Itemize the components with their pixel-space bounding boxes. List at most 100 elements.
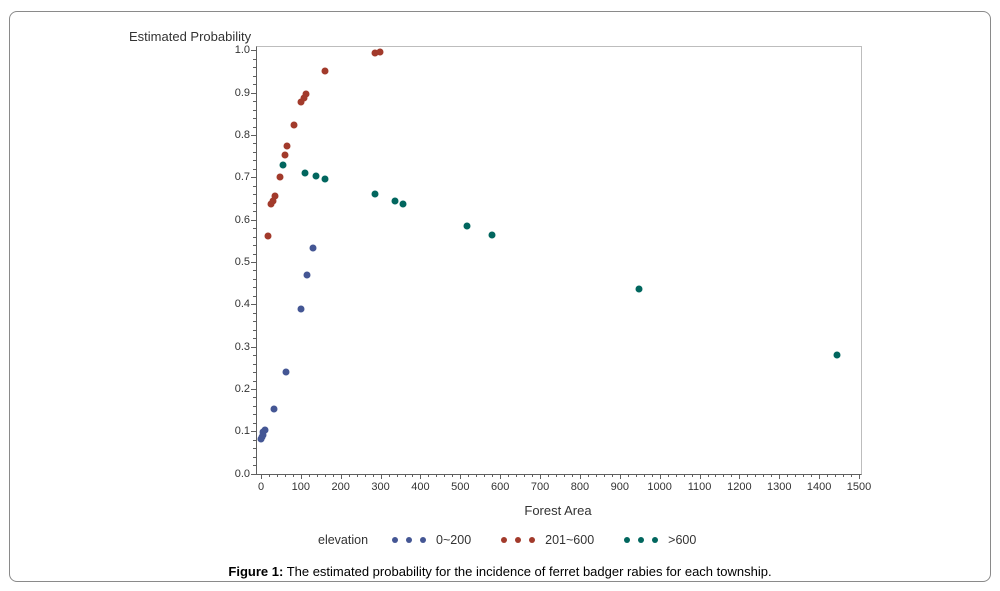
y-minor-tick: [253, 58, 256, 60]
x-minor-tick: [827, 474, 829, 477]
x-major-tick: [340, 474, 342, 479]
legend-marker-icon: [624, 537, 631, 543]
x-major-tick: [579, 474, 581, 479]
y-minor-tick: [253, 456, 256, 458]
x-major-tick: [500, 474, 502, 479]
legend-item: >600: [624, 533, 696, 547]
legend-item-label: 201~600: [545, 533, 595, 547]
data-point: [270, 405, 278, 413]
data-point: [279, 161, 287, 169]
x-major-tick: [819, 474, 821, 479]
y-tick-label: 0.4: [234, 298, 250, 311]
x-major-tick: [261, 474, 262, 479]
plot-area: 0 100 200 300 400 500 600 700 800 900 1000 1100 1200…: [235, 44, 872, 493]
y-minor-tick: [253, 355, 256, 357]
x-minor-tick: [811, 474, 813, 477]
legend-item-label: >600: [668, 533, 697, 547]
y-minor-tick: [253, 67, 256, 69]
x-tick-label: 500: [451, 481, 470, 493]
x-minor-tick: [324, 474, 326, 477]
x-minor-tick: [364, 474, 366, 477]
x-minor-tick: [316, 474, 318, 477]
x-minor-tick: [292, 474, 294, 477]
x-minor-tick: [492, 474, 494, 477]
data-point: [297, 98, 305, 106]
y-tick-label: 0.7: [234, 171, 250, 184]
x-minor-tick: [396, 474, 398, 477]
x-minor-tick: [428, 474, 430, 477]
data-point: [321, 67, 329, 75]
y-minor-tick: [253, 448, 256, 450]
x-minor-tick: [683, 474, 685, 477]
data-point: [281, 151, 289, 159]
x-minor-tick: [843, 474, 845, 477]
x-minor-tick: [524, 474, 526, 477]
x-minor-tick: [548, 474, 550, 477]
data-point: [301, 169, 309, 177]
y-major-tick: [251, 304, 256, 306]
y-major-tick: [251, 177, 256, 179]
data-point: [290, 121, 298, 129]
y-minor-tick: [253, 278, 256, 280]
x-major-tick: [739, 474, 741, 479]
caption-text: The estimated probability for the incide…: [283, 564, 772, 579]
figure-border: Estimated Probability 0 100 200 300 400 500 60…: [9, 11, 991, 582]
x-major-tick: [420, 474, 422, 479]
x-minor-tick: [771, 474, 773, 477]
x-minor-tick: [635, 474, 637, 477]
data-point: [269, 197, 277, 205]
x-minor-tick: [348, 474, 350, 477]
x-minor-tick: [763, 474, 765, 477]
legend-marker-icon: [529, 537, 536, 543]
y-tick-label: 0.0: [234, 467, 250, 480]
y-axis-title: Estimated Probability: [129, 29, 252, 44]
x-minor-tick: [412, 474, 414, 477]
y-major-tick: [251, 134, 256, 136]
x-minor-tick: [691, 474, 693, 477]
y-minor-tick: [253, 126, 256, 128]
x-minor-tick: [532, 474, 534, 477]
x-minor-tick: [571, 474, 573, 477]
data-point: [303, 271, 311, 279]
x-minor-tick: [643, 474, 645, 477]
legend-item: 0~200: [392, 533, 471, 547]
y-minor-tick: [253, 228, 256, 230]
x-tick-label: 200: [331, 481, 350, 493]
data-point: [833, 351, 841, 359]
x-minor-tick: [563, 474, 565, 477]
x-minor-tick: [276, 474, 278, 477]
data-point: [371, 49, 379, 57]
x-minor-tick: [587, 474, 589, 477]
data-point: [271, 192, 279, 200]
x-major-tick: [699, 474, 701, 479]
data-point: [488, 231, 496, 239]
data-point: [297, 305, 305, 313]
y-minor-tick: [253, 236, 256, 238]
x-minor-tick: [731, 474, 733, 477]
x-tick-label: 1000: [647, 481, 672, 493]
y-minor-tick: [253, 287, 256, 289]
y-major-tick: [251, 346, 256, 348]
y-tick-label: 0.9: [234, 86, 250, 99]
data-point: [261, 426, 269, 434]
x-tick-label: 100: [291, 481, 311, 493]
x-tick-label: 400: [411, 481, 430, 493]
x-minor-tick: [436, 474, 438, 477]
y-minor-tick: [253, 422, 256, 424]
x-minor-tick: [452, 474, 454, 477]
x-minor-tick: [308, 474, 310, 477]
x-minor-tick: [332, 474, 334, 477]
y-tick-label: 0.1: [234, 425, 250, 438]
x-minor-tick: [468, 474, 470, 477]
x-minor-tick: [284, 474, 286, 477]
y-major-tick: [251, 262, 256, 263]
data-point: [376, 48, 384, 56]
data-point: [312, 172, 320, 180]
legend-title: elevation: [318, 533, 369, 547]
y-minor-tick: [253, 151, 256, 153]
y-major-tick: [251, 431, 256, 433]
x-minor-tick: [611, 474, 613, 477]
y-major-tick: [251, 473, 256, 475]
x-minor-tick: [388, 474, 390, 477]
y-tick-label: 0.6: [234, 213, 250, 226]
